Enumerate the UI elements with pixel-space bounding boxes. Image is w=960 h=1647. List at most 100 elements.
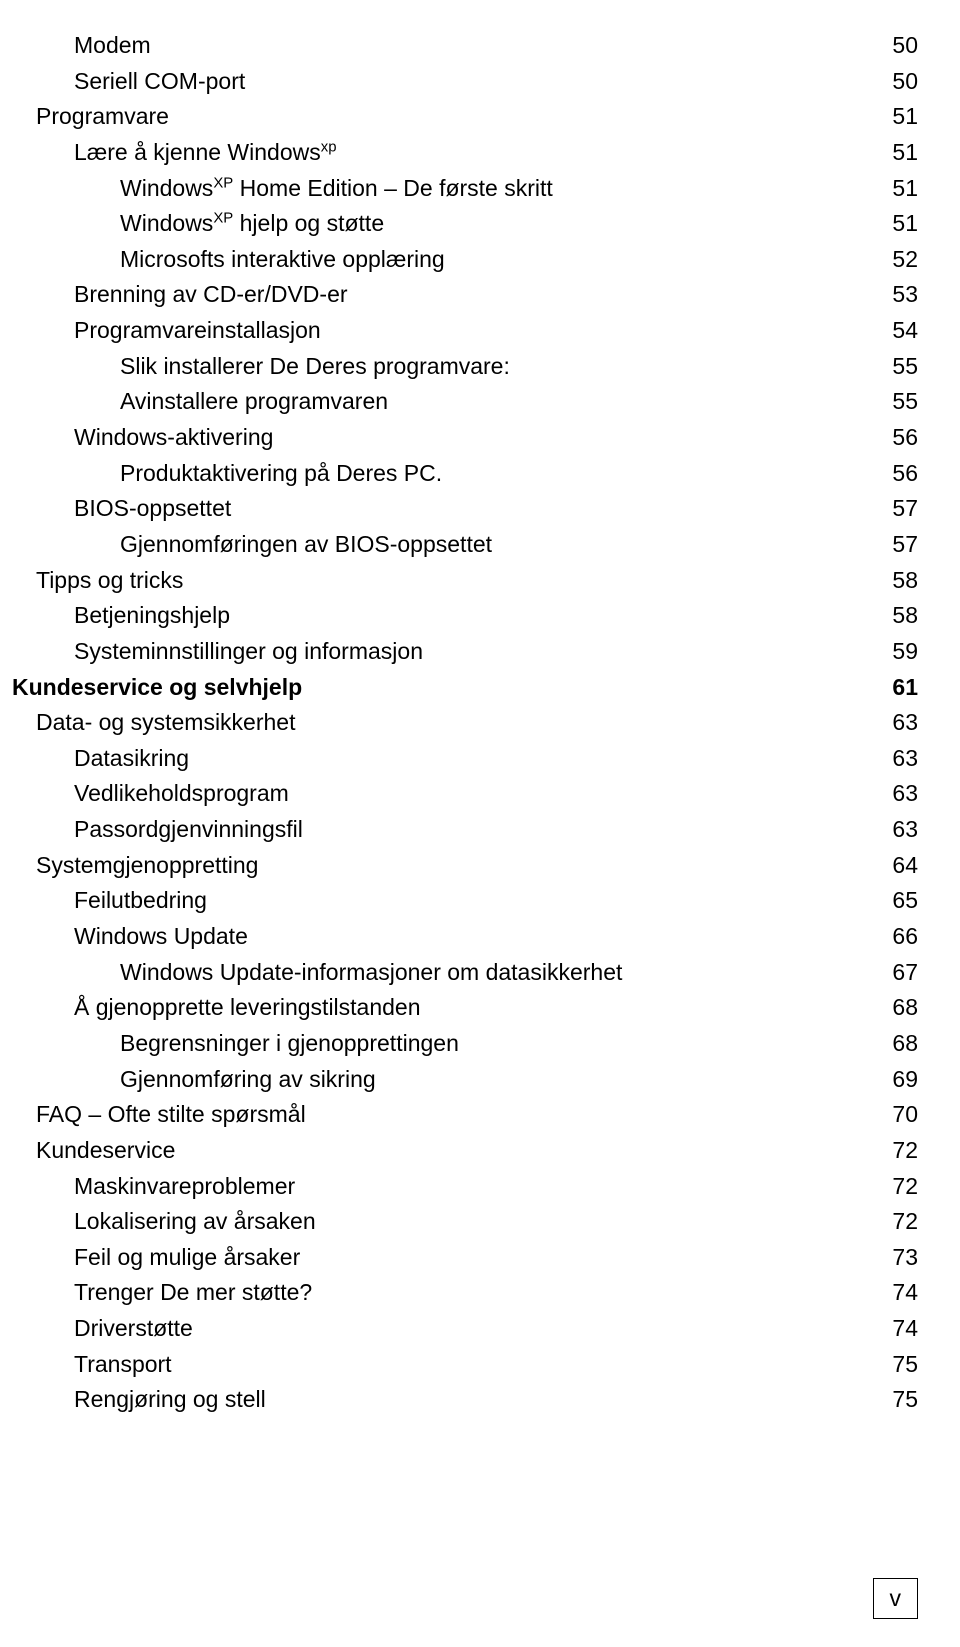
toc-page: 52 [892, 242, 918, 278]
toc-page: 59 [892, 634, 918, 670]
toc-page: 55 [892, 349, 918, 385]
toc-page: 51 [892, 135, 918, 171]
toc-row: Gjennomføringen av BIOS-oppsettet 57 [12, 527, 918, 563]
toc-page: 56 [892, 420, 918, 456]
toc-page: 58 [892, 563, 918, 599]
toc-label: WindowsXP hjelp og støtte [120, 206, 384, 242]
toc-row: Kundeservice og selvhjelp 61 [12, 670, 918, 706]
toc-label: Kundeservice og selvhjelp [12, 670, 302, 706]
toc-row: Microsofts interaktive opplæring 52 [12, 242, 918, 278]
toc-row: Tipps og tricks 58 [12, 563, 918, 599]
toc-row: Driverstøtte74 [12, 1311, 918, 1347]
toc-label: Avinstallere programvaren [120, 384, 388, 420]
toc-row: WindowsXP hjelp og støtte 51 [12, 206, 918, 242]
toc-page: 51 [892, 206, 918, 242]
toc-page: 68 [892, 1026, 918, 1062]
page-footer: v [12, 1578, 918, 1619]
toc-page: 57 [892, 491, 918, 527]
toc-row: Lokalisering av årsaken 72 [12, 1204, 918, 1240]
toc-label: Seriell COM-port [74, 64, 245, 100]
toc-page: 72 [892, 1133, 918, 1169]
toc-row: Feilutbedring65 [12, 883, 918, 919]
toc-row: Feil og mulige årsaker 73 [12, 1240, 918, 1276]
toc-label: Feilutbedring [74, 883, 207, 919]
toc-row: Systemgjenoppretting 64 [12, 848, 918, 884]
toc-label: Feil og mulige årsaker [74, 1240, 300, 1276]
page-number: v [890, 1585, 902, 1611]
toc-row: Rengjøring og stell75 [12, 1382, 918, 1418]
toc-label: Kundeservice [36, 1133, 175, 1169]
toc-page: 51 [892, 99, 918, 135]
toc-label: Produktaktivering på Deres PC. [120, 456, 442, 492]
toc-page: 53 [892, 277, 918, 313]
toc-row: BIOS-oppsettet57 [12, 491, 918, 527]
table-of-contents: Modem50Seriell COM-port50Programvare51Læ… [12, 28, 918, 1418]
toc-page: 56 [892, 456, 918, 492]
toc-page: 73 [892, 1240, 918, 1276]
toc-row: Datasikring63 [12, 741, 918, 777]
toc-row: Windows-aktivering 56 [12, 420, 918, 456]
toc-label: Passordgjenvinningsfil [74, 812, 303, 848]
toc-page: 54 [892, 313, 918, 349]
toc-label: Lokalisering av årsaken [74, 1204, 316, 1240]
toc-label: Vedlikeholdsprogram [74, 776, 289, 812]
toc-row: Vedlikeholdsprogram 63 [12, 776, 918, 812]
toc-label: Gjennomføring av sikring [120, 1062, 376, 1098]
toc-row: Programvare 51 [12, 99, 918, 135]
toc-label: Slik installerer De Deres programvare: [120, 349, 510, 385]
toc-page: 68 [892, 990, 918, 1026]
toc-label: Programvare [36, 99, 169, 135]
toc-label: Tipps og tricks [36, 563, 183, 599]
toc-page: 63 [892, 705, 918, 741]
toc-label: Trenger De mer støtte? [74, 1275, 312, 1311]
toc-label: Data- og systemsikkerhet [36, 705, 295, 741]
toc-label: Microsofts interaktive opplæring [120, 242, 445, 278]
toc-label: Windows-aktivering [74, 420, 273, 456]
toc-label: Windows Update [74, 919, 248, 955]
toc-row: Programvareinstallasjon 54 [12, 313, 918, 349]
toc-label: Betjeningshjelp [74, 598, 230, 634]
toc-row: Gjennomføring av sikring69 [12, 1062, 918, 1098]
toc-page: 75 [892, 1347, 918, 1383]
toc-label: Systemgjenoppretting [36, 848, 258, 884]
toc-row: Avinstallere programvaren 55 [12, 384, 918, 420]
toc-label: Å gjenopprette leveringstilstanden [74, 990, 421, 1026]
toc-label: Gjennomføringen av BIOS-oppsettet [120, 527, 492, 563]
toc-row: Begrensninger i gjenopprettingen 68 [12, 1026, 918, 1062]
toc-page: 58 [892, 598, 918, 634]
toc-page: 50 [892, 64, 918, 100]
page-number-badge: v [873, 1578, 919, 1619]
toc-label: Driverstøtte [74, 1311, 193, 1347]
toc-label: Modem [74, 28, 151, 64]
toc-page: 55 [892, 384, 918, 420]
toc-label: Programvareinstallasjon [74, 313, 321, 349]
toc-page: 75 [892, 1382, 918, 1418]
toc-row: Maskinvareproblemer 72 [12, 1169, 918, 1205]
toc-row: Trenger De mer støtte? 74 [12, 1275, 918, 1311]
toc-row: Systeminnstillinger og informasjon 59 [12, 634, 918, 670]
toc-page: 50 [892, 28, 918, 64]
toc-label: FAQ – Ofte stilte spørsmål [36, 1097, 306, 1133]
toc-row: Windows Update66 [12, 919, 918, 955]
toc-page: 51 [892, 171, 918, 207]
toc-page: 74 [892, 1275, 918, 1311]
toc-row: WindowsXP Home Edition – De første skrit… [12, 171, 918, 207]
toc-page: 57 [892, 527, 918, 563]
toc-page: 64 [892, 848, 918, 884]
toc-page: 63 [892, 776, 918, 812]
toc-label: Systeminnstillinger og informasjon [74, 634, 423, 670]
toc-page: 70 [892, 1097, 918, 1133]
toc-label: Begrensninger i gjenopprettingen [120, 1026, 459, 1062]
toc-row: Windows Update-informasjoner om datasikk… [12, 955, 918, 991]
toc-page: 72 [892, 1204, 918, 1240]
toc-label: Transport [74, 1347, 172, 1383]
toc-page: 61 [892, 670, 918, 706]
toc-row: Å gjenopprette leveringstilstanden 68 [12, 990, 918, 1026]
toc-row: Seriell COM-port 50 [12, 64, 918, 100]
toc-page: 72 [892, 1169, 918, 1205]
toc-row: FAQ – Ofte stilte spørsmål 70 [12, 1097, 918, 1133]
toc-label: Lære å kjenne Windowsxp [74, 135, 337, 171]
toc-row: Lære å kjenne Windowsxp 51 [12, 135, 918, 171]
toc-label: Maskinvareproblemer [74, 1169, 295, 1205]
toc-row: Brenning av CD-er/DVD-er53 [12, 277, 918, 313]
